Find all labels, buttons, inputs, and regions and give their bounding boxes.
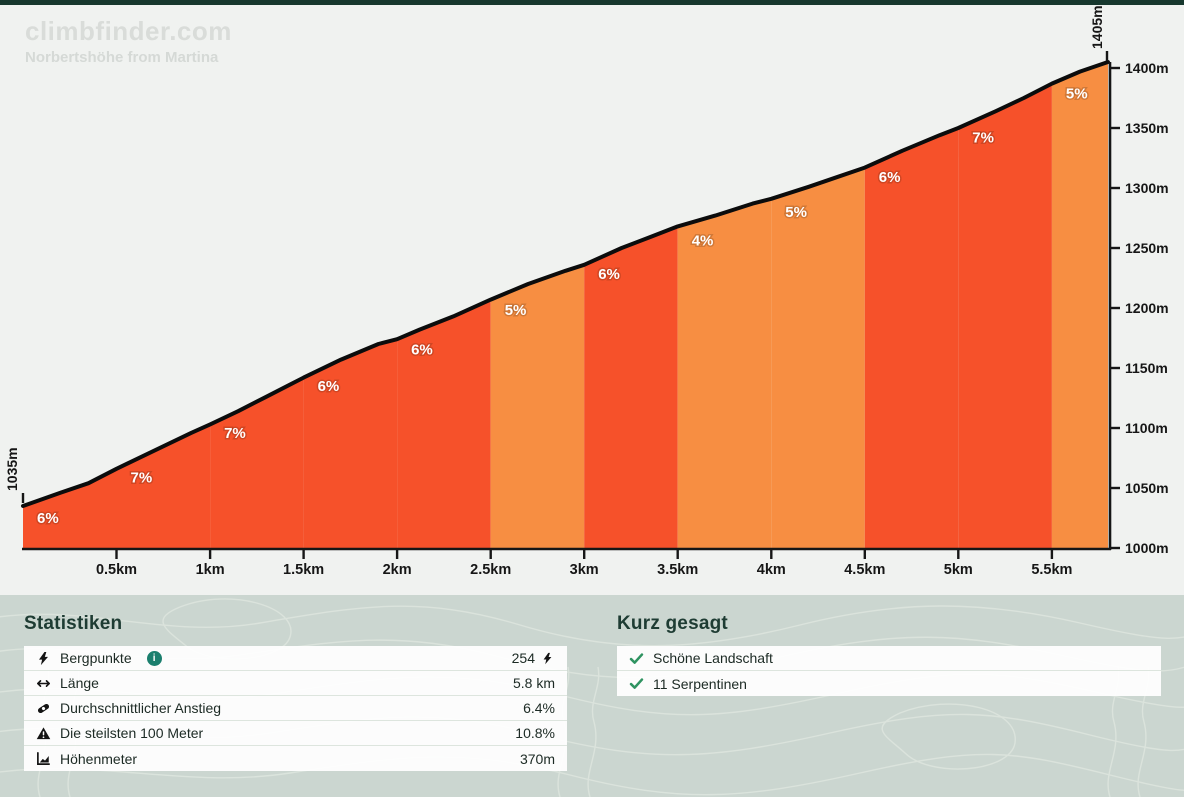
- gradient-segment-1.5km: [303, 339, 398, 548]
- stat-value-text: 10.8%: [515, 725, 555, 741]
- warning-icon: [36, 726, 51, 741]
- gradient-label: 7%: [972, 129, 994, 146]
- stat-label-cell: Länge: [36, 675, 99, 691]
- stat-label: Bergpunkte: [60, 650, 132, 666]
- gradient-segment-2.5km: [490, 264, 585, 548]
- stat-value: 10.8%: [515, 725, 555, 741]
- stats-row: Die steilsten 100 Meter 10.8%: [24, 721, 567, 746]
- x-tick-label: 0.5km: [96, 562, 137, 578]
- info-icon[interactable]: i: [146, 650, 162, 666]
- stats-table: Bergpunkte i 254 Länge 5.8 km Durchschnittlic…: [24, 646, 567, 771]
- gradient-label: 6%: [411, 341, 433, 358]
- gradient-label: 6%: [598, 266, 620, 283]
- statistics-title: Statistiken: [24, 613, 123, 634]
- gradient-segment-5.5km: [1051, 62, 1108, 548]
- x-tick-label: 4km: [757, 562, 786, 578]
- stats-row: Durchschnittlicher Anstieg 6.4%: [24, 696, 567, 721]
- stats-row: Länge 5.8 km: [24, 671, 567, 696]
- y-tick-label: 1300m: [1125, 180, 1169, 196]
- measuring-tape-icon: [36, 701, 51, 716]
- stats-row: Höhenmeter 370m: [24, 746, 567, 771]
- x-tick-label: 2km: [383, 562, 412, 578]
- gradient-label: 5%: [1066, 86, 1088, 103]
- gradient-label: 6%: [879, 169, 901, 186]
- stat-value-text: 5.8 km: [512, 675, 555, 691]
- gradient-label: 7%: [224, 425, 246, 442]
- gradient-label: 6%: [37, 510, 59, 527]
- stat-value: 370m: [520, 751, 555, 767]
- x-tick-label: 4.5km: [844, 562, 885, 578]
- stat-label: Länge: [60, 675, 99, 691]
- gradient-segment-0km: [23, 468, 117, 548]
- gradient-segment-5km: [958, 83, 1052, 548]
- stats-row: Bergpunkte i 254: [24, 646, 567, 671]
- stat-label: Die steilsten 100 Meter: [60, 725, 204, 741]
- gradient-segment-2km: [397, 299, 491, 548]
- x-tick-label: 1km: [196, 562, 225, 578]
- x-tick-label: 5.5km: [1031, 562, 1072, 578]
- gradient-label: 5%: [505, 302, 527, 319]
- stat-value: 5.8 km: [513, 675, 555, 691]
- x-tick-label: 3.5km: [657, 562, 698, 578]
- stat-value-text: 6.4%: [523, 700, 555, 716]
- details-section: Statistiken Bergpunkte i 254 Länge 5.8 km Dur…: [0, 595, 1184, 797]
- summary-item: Schöne Landschaft: [629, 650, 773, 666]
- stat-value: 6.4%: [523, 700, 555, 716]
- stat-label-cell: Bergpunkte i: [36, 650, 162, 666]
- y-tick-label: 1150m: [1125, 360, 1168, 376]
- y-tick-label: 1400m: [1125, 60, 1169, 76]
- stat-value-text: 370m: [519, 750, 555, 767]
- gradient-segment-4.5km: [864, 128, 959, 548]
- summary-panel: Kurz gesagt Schöne Landschaft 11 Serpenti…: [617, 611, 1161, 771]
- stat-label-cell: Höhenmeter: [36, 751, 137, 767]
- lightning-icon: [36, 651, 51, 666]
- gradient-label: 4%: [692, 232, 714, 249]
- gradient-segment-4km: [771, 167, 865, 548]
- top-accent-bar: [0, 0, 1184, 5]
- start-elevation-label: 1035m: [4, 447, 20, 491]
- stat-label-cell: Durchschnittlicher Anstieg: [36, 700, 221, 716]
- end-elevation-label: 1405m: [1089, 5, 1105, 49]
- elevation-chart-section: 0.5km 1km 1.5km 2km 2.5km 3km 3.5km 4km 4.5km 5km…: [0, 5, 1184, 595]
- gradient-label: 7%: [131, 469, 153, 486]
- gradient-segment-0.5km: [116, 424, 211, 548]
- stat-label: Durchschnittlicher Anstieg: [60, 700, 222, 716]
- summary-label: Schöne Landschaft: [653, 650, 773, 666]
- gradient-segment-3.5km: [677, 198, 772, 549]
- x-tick-label: 5km: [944, 562, 973, 578]
- stat-label-cell: Die steilsten 100 Meter: [36, 725, 203, 741]
- check-icon: [629, 676, 644, 691]
- gradient-segment-3km: [584, 226, 678, 548]
- summary-table: Schöne Landschaft 11 Serpentinen: [617, 646, 1161, 696]
- elevation-line: [21, 60, 1110, 508]
- details-columns: Statistiken Bergpunkte i 254 Länge 5.8 km Dur…: [0, 595, 1184, 771]
- summary-row: 11 Serpentinen: [617, 671, 1161, 696]
- y-tick-label: 1250m: [1125, 240, 1169, 256]
- check-icon: [629, 651, 644, 666]
- y-tick-label: 1200m: [1125, 300, 1169, 316]
- gradient-segment-1km: [210, 377, 304, 548]
- y-tick-label: 1100m: [1125, 420, 1168, 436]
- y-tick-label: 1350m: [1125, 120, 1169, 136]
- gradient-label: 5%: [785, 204, 807, 221]
- summary-label: 11 Serpentinen: [653, 675, 747, 692]
- lightning-icon: [540, 651, 555, 666]
- statistics-panel: Statistiken Bergpunkte i 254 Länge 5.8 km Dur…: [24, 611, 567, 771]
- summary-row: Schöne Landschaft: [617, 646, 1161, 671]
- summary-title: Kurz gesagt: [617, 613, 728, 634]
- stat-value: 254: [512, 650, 555, 666]
- x-tick-label: 2.5km: [470, 562, 511, 578]
- summary-item: 11 Serpentinen: [629, 676, 747, 692]
- x-tick-label: 3km: [570, 562, 599, 578]
- stat-label: Höhenmeter: [60, 750, 138, 767]
- arrows-horizontal-icon: [36, 676, 51, 691]
- x-tick-label: 1.5km: [283, 562, 324, 578]
- stat-value-text: 254: [511, 650, 535, 666]
- gradient-label: 6%: [318, 378, 340, 395]
- elevation-profile-chart: 0.5km 1km 1.5km 2km 2.5km 3km 3.5km 4km 4.5km 5km…: [4, 5, 1169, 578]
- y-tick-label: 1000m: [1125, 540, 1169, 556]
- y-tick-label: 1050m: [1125, 480, 1169, 496]
- elevation-chart-icon: [36, 751, 51, 766]
